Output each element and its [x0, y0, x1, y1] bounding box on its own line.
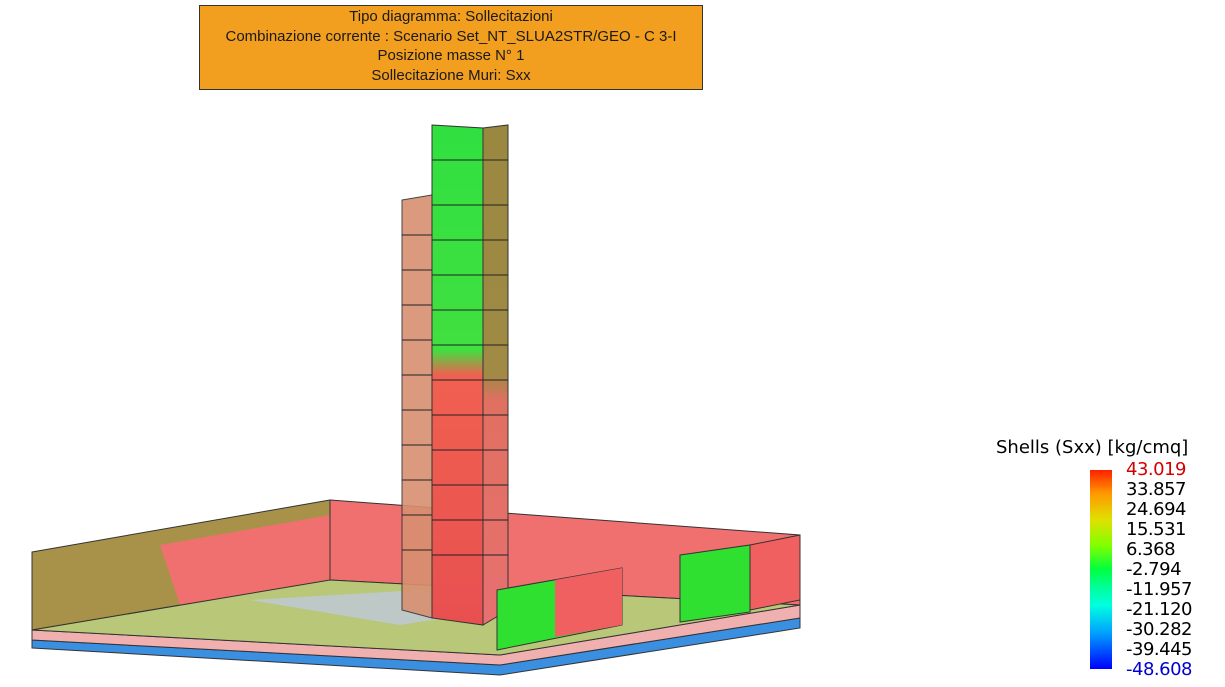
legend-labels: 43.019 33.857 24.694 15.531 6.368 -2.794 -11.9… — [1126, 460, 1192, 680]
legend-label: -11.957 — [1126, 579, 1192, 600]
legend-label: -30.282 — [1126, 619, 1192, 640]
info-line: Posizione masse N° 1 — [377, 47, 525, 64]
legend-label: -21.120 — [1126, 599, 1192, 620]
legend-label: 33.857 — [1126, 479, 1186, 500]
legend-label: 43.019 — [1126, 459, 1186, 480]
legend-label: 15.531 — [1126, 519, 1186, 540]
legend-label: 6.368 — [1126, 539, 1176, 560]
legend-title: Shells (Sxx) [kg/cmq] — [996, 437, 1189, 458]
info-line: Sollecitazione Muri: Sxx — [371, 66, 531, 84]
legend-label: -48.608 — [1126, 659, 1192, 680]
legend-label: 24.694 — [1126, 499, 1186, 520]
info-box: Tipo diagramma: Sollecitazioni Combinazi… — [199, 5, 703, 90]
structure — [31, 124, 801, 676]
legend-label: -39.445 — [1126, 639, 1192, 660]
info-line: Combinazione corrente : Scenario Set_NT_… — [225, 27, 677, 45]
legend-label: -2.794 — [1126, 559, 1182, 580]
colorbar — [1090, 470, 1112, 669]
info-line: Tipo diagramma: Sollecitazioni — [349, 8, 553, 25]
